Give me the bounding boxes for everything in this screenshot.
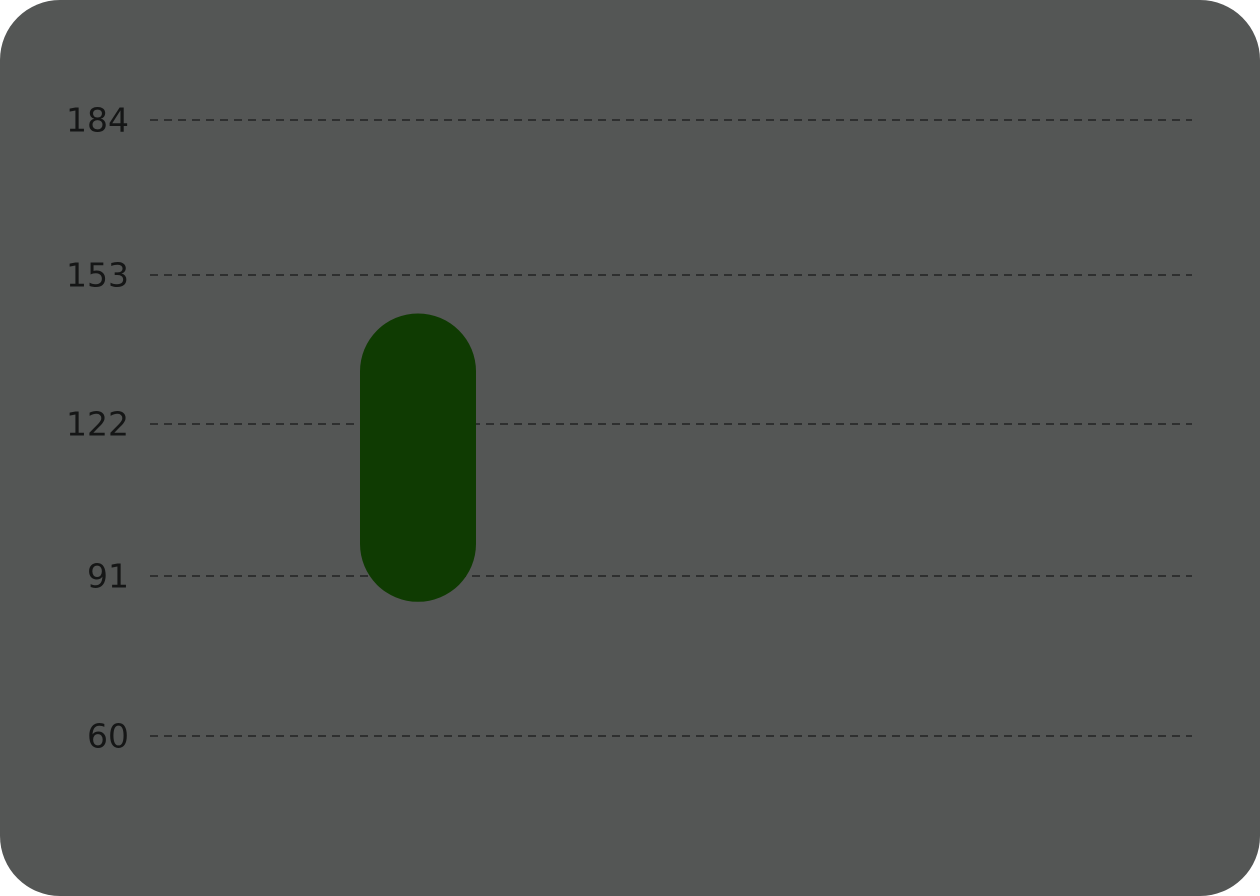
y-tick-label: 91 [87, 557, 129, 596]
y-tick-label: 60 [87, 717, 129, 756]
y-tick-label: 153 [66, 256, 129, 295]
grid-layer [150, 119, 1192, 737]
bar-layer [360, 313, 476, 602]
bar [360, 313, 476, 602]
y-tick-label: 184 [66, 101, 129, 140]
y-tick-label: 122 [66, 405, 129, 444]
tick-label-layer: 184 153 122 91 60 [66, 101, 129, 756]
